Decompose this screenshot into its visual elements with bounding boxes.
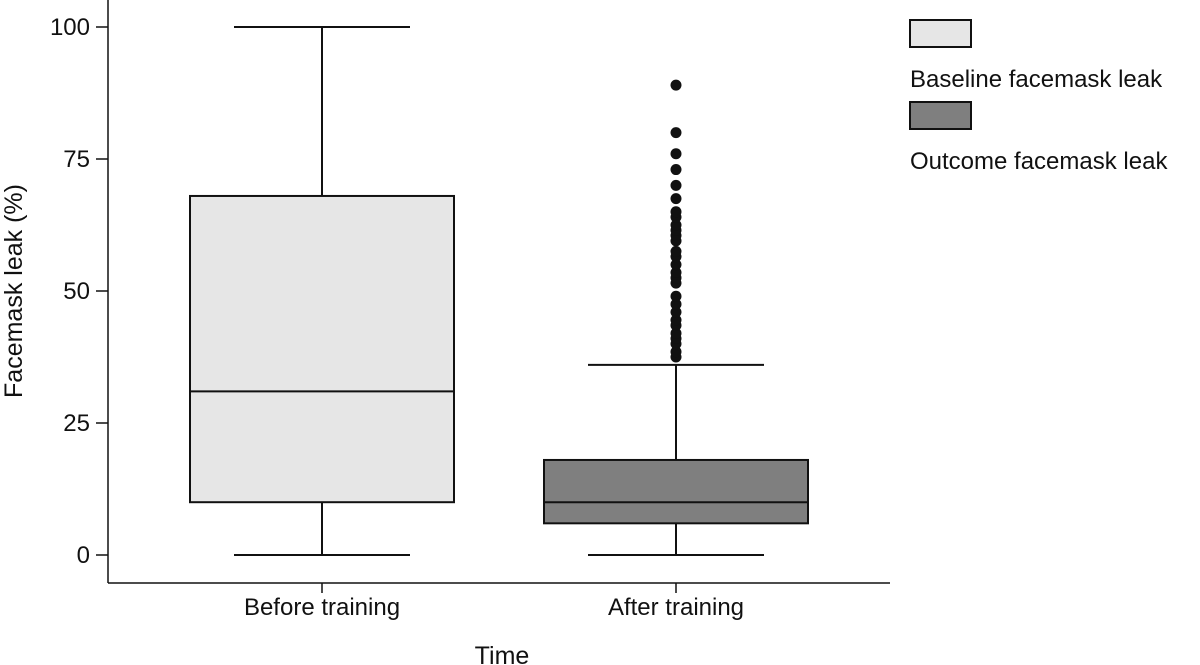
legend-swatch-2 <box>909 101 972 130</box>
outlier-point <box>670 346 682 358</box>
outlier-point <box>670 298 682 310</box>
outlier-point <box>670 179 682 191</box>
outlier-point <box>670 193 682 205</box>
axes: 0 25 50 75 100 Before training After training <box>50 0 890 621</box>
outlier-point <box>670 314 682 326</box>
outlier-point <box>670 259 682 271</box>
outlier-point <box>670 164 682 176</box>
y-tick-label: 50 <box>63 278 90 305</box>
x-tick-label: Before training <box>244 594 400 621</box>
outlier-point <box>670 206 682 218</box>
outlier-point <box>670 327 682 339</box>
outlier-point <box>670 148 682 160</box>
plot-area <box>189 26 809 556</box>
interquartile-box <box>543 458 809 525</box>
legend-label-1: Baseline facemask leak <box>910 66 1163 93</box>
outlier-point <box>670 245 682 257</box>
y-tick-label: 0 <box>77 542 90 569</box>
outlier-point <box>670 219 682 231</box>
legend-label-2: Outcome facemask leak <box>910 148 1168 175</box>
legend-swatch-1 <box>909 19 972 48</box>
outlier-point <box>670 267 682 279</box>
outlier-point <box>670 290 682 302</box>
outlier-point <box>670 306 682 318</box>
y-tick-label: 25 <box>63 410 90 437</box>
box-series-1 <box>189 26 455 556</box>
y-tick-label: 75 <box>63 146 90 173</box>
y-tick-label: 100 <box>50 14 90 41</box>
x-tick-label: After training <box>608 594 744 621</box>
outlier-point <box>670 127 682 139</box>
outlier-point <box>670 79 682 91</box>
interquartile-box <box>189 194 455 504</box>
y-axis-title: Facemask leak (%) <box>0 184 28 398</box>
box-series-2 <box>543 79 809 556</box>
x-axis-title: Time <box>475 642 530 665</box>
legend: Baseline facemask leak Outcome facemask l… <box>909 19 1168 175</box>
